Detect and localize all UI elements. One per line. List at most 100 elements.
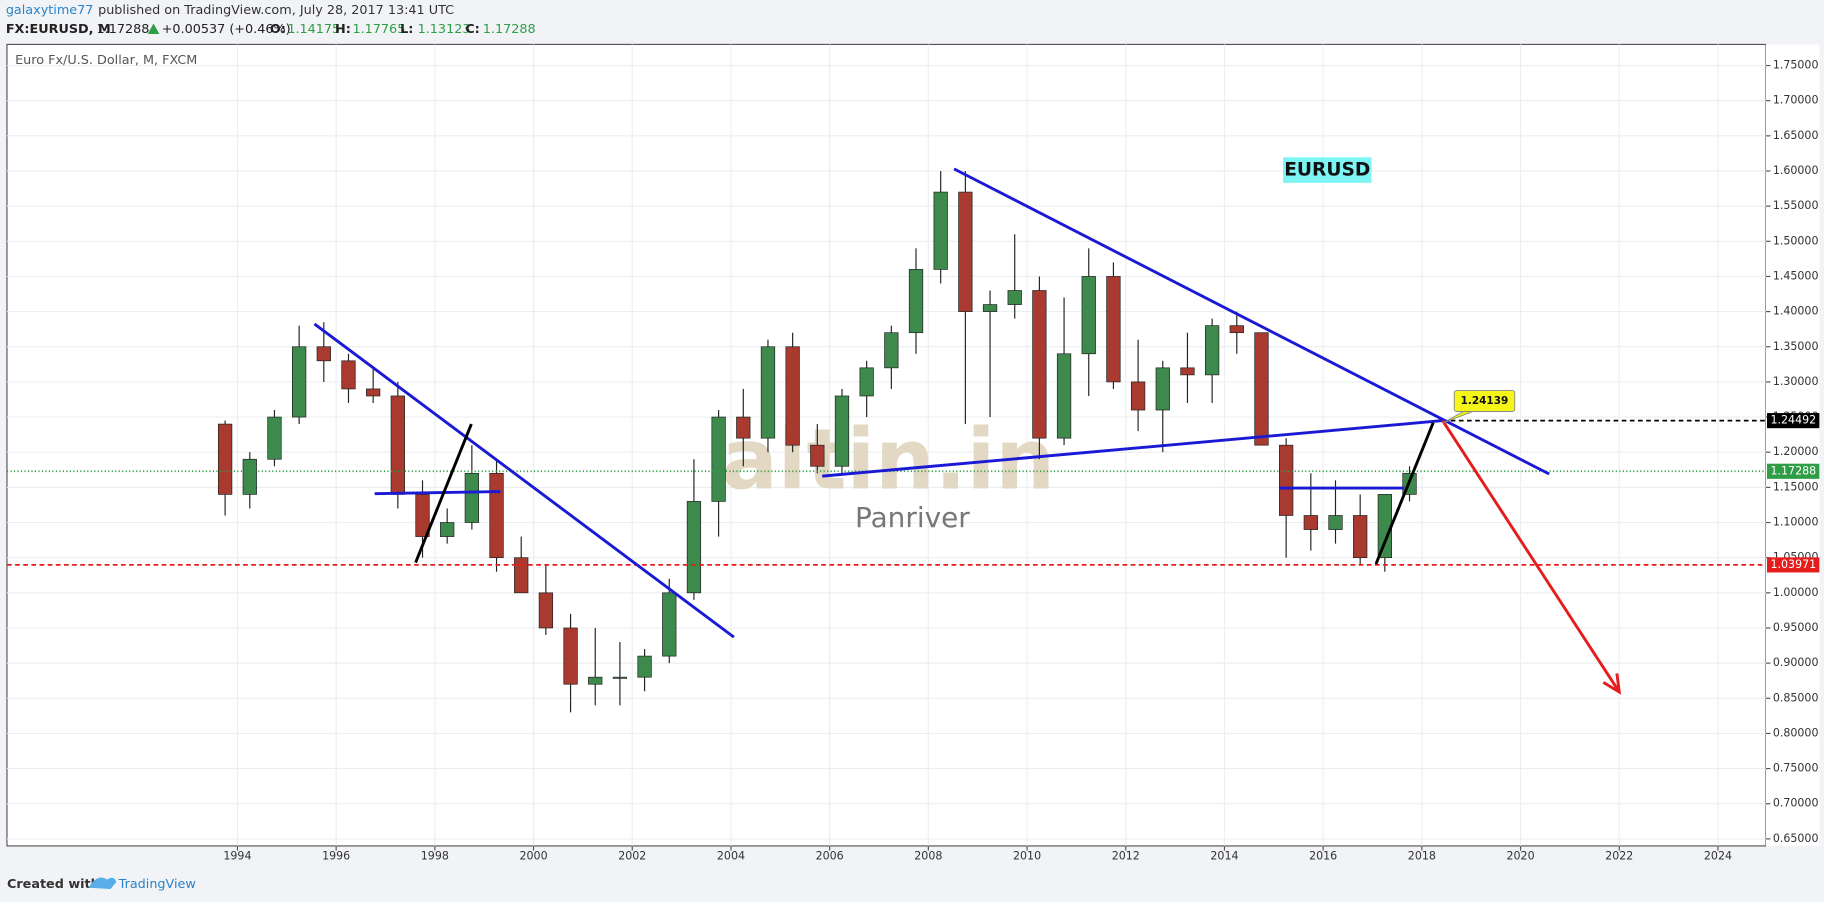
- candle-body: [834, 395, 850, 467]
- candle-body: [1229, 325, 1244, 334]
- y-tick-label: 1.55000: [1773, 199, 1819, 212]
- x-tick-label: 2002: [618, 849, 646, 862]
- x-tick-label: 2000: [519, 849, 547, 862]
- candle-body: [267, 416, 282, 460]
- footer-text: Created with: [7, 877, 100, 892]
- footer-brand[interactable]: TradingView: [118, 877, 196, 892]
- candle-body: [440, 522, 455, 537]
- candle-body: [563, 627, 578, 685]
- candle-body: [1353, 515, 1368, 559]
- y-tick-label: 1.65000: [1773, 129, 1819, 142]
- candle-body: [933, 191, 948, 270]
- candle-body: [662, 592, 677, 657]
- candle-body: [1056, 353, 1072, 439]
- candle-body: [760, 346, 776, 439]
- y-tick-label: 1.15000: [1773, 480, 1819, 493]
- x-tick-label: 2008: [914, 849, 942, 862]
- plot-area: [6, 43, 1767, 847]
- tv-logo: [88, 877, 117, 889]
- y-tick-label: 0.85000: [1773, 691, 1819, 704]
- candle-body: [810, 444, 825, 467]
- candle-body: [415, 494, 430, 537]
- price-tag-label: 1.03971: [1770, 558, 1816, 571]
- x-tick-label: 2016: [1309, 849, 1337, 862]
- candle-body: [366, 388, 381, 397]
- price: 1.17288: [97, 22, 150, 37]
- y-tick-label: 1.35000: [1773, 340, 1819, 353]
- price-tag-label: 1.17288: [1770, 464, 1816, 477]
- x-tick-label: 2020: [1507, 849, 1535, 862]
- x-tick-label: 2024: [1704, 849, 1732, 862]
- candle-body: [588, 676, 603, 685]
- footer: [0, 866, 1824, 902]
- candle-body: [859, 367, 874, 397]
- x-tick-label: 1994: [223, 849, 251, 862]
- candle-body: [242, 458, 257, 495]
- y-tick-label: 0.75000: [1773, 762, 1819, 775]
- x-tick-label: 2010: [1013, 849, 1041, 862]
- chart-title: Euro Fx/U.S. Dollar, M, FXCM: [15, 53, 197, 68]
- y-tick-label: 1.75000: [1773, 59, 1819, 72]
- author-link[interactable]: galaxytime77: [6, 3, 94, 18]
- candle-body: [686, 501, 702, 594]
- trend-line: [313, 322, 735, 639]
- candle-body: [958, 191, 973, 312]
- y-tick-label: 0.65000: [1773, 832, 1819, 845]
- watermark-sub: Panriver: [855, 501, 970, 534]
- trend-line: [1374, 422, 1435, 565]
- candles: [217, 170, 1417, 713]
- y-tick-label: 1.50000: [1773, 234, 1819, 247]
- trend-line: [414, 423, 473, 564]
- candle-body: [1377, 494, 1392, 559]
- y-tick-label: 0.70000: [1773, 797, 1819, 810]
- y-tick-label: 1.20000: [1773, 445, 1819, 458]
- x-tick-label: 2014: [1210, 849, 1238, 862]
- candle-body: [884, 332, 899, 369]
- change: +0.00537 (+0.46%): [162, 22, 291, 37]
- candle-body: [1032, 290, 1047, 439]
- x-tick-label: 2012: [1112, 849, 1140, 862]
- candle-body: [390, 395, 405, 495]
- trend-line: [822, 419, 1443, 478]
- candle-body: [1155, 367, 1170, 411]
- candle-body: [736, 416, 751, 439]
- publish-info: published on TradingView.com, July 28, 2…: [98, 3, 454, 18]
- y-tick-label: 0.80000: [1773, 726, 1819, 739]
- symbol: FX:EURUSD, M: [6, 22, 111, 37]
- price-tag: [1767, 463, 1820, 479]
- candle-body: [1204, 325, 1220, 376]
- ohlc-label: L:: [400, 22, 413, 37]
- candle-body: [1279, 444, 1294, 516]
- trend-arrow: [1441, 419, 1621, 693]
- candle-body: [1328, 515, 1343, 530]
- candle-body: [785, 346, 800, 446]
- up-arrow-icon: [147, 23, 160, 34]
- candle-body: [514, 557, 529, 594]
- x-tick-label: 2018: [1408, 849, 1436, 862]
- y-tick-label: 1.00000: [1773, 586, 1819, 599]
- ohlc-value: 1.17288: [483, 22, 536, 37]
- arrow-head: [1602, 673, 1622, 695]
- ohlc-value: 1.13123: [418, 22, 471, 37]
- ohlc-label: C:: [465, 22, 480, 37]
- candle-body: [982, 304, 998, 312]
- callout-box: [1453, 390, 1516, 412]
- price-axis: [1765, 44, 1820, 846]
- candle-body: [908, 269, 924, 334]
- candle-body: [464, 472, 479, 523]
- candle-body: [1303, 515, 1318, 530]
- trend-line: [953, 167, 1550, 476]
- ohlc-value: 1.17765: [352, 22, 405, 37]
- y-tick-label: 1.70000: [1773, 94, 1819, 107]
- x-tick-label: 1996: [322, 849, 350, 862]
- annotation-box: [1283, 157, 1372, 183]
- ohlc-value: 1.14175: [287, 22, 340, 37]
- trend-line: [374, 490, 501, 496]
- x-tick-label: 2006: [816, 849, 844, 862]
- price-tag: [1767, 413, 1820, 429]
- candle-body: [1254, 332, 1269, 446]
- price-tag: [1767, 557, 1820, 573]
- callout-label: 1.24139: [1461, 395, 1509, 407]
